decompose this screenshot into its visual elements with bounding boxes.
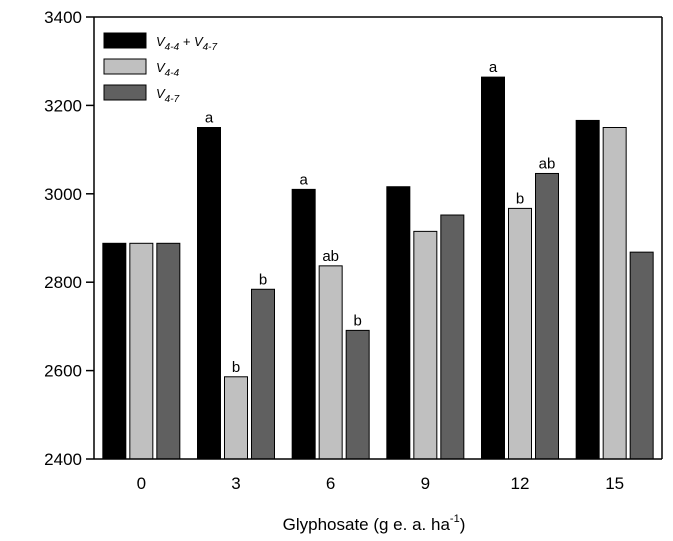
y-tick-label: 3200 — [44, 96, 82, 115]
x-tick-label: 6 — [326, 474, 335, 493]
x-axis-title: Glyphosate (g e. a. ha-1) — [283, 513, 466, 534]
y-tick-label: 3000 — [44, 185, 82, 204]
bar-series-2-cat-5 — [629, 251, 654, 460]
bar-series-0-cat-4 — [481, 76, 505, 460]
bar-series-0-cat-1 — [197, 127, 221, 460]
bar-series-2-cat-3 — [440, 214, 465, 460]
legend-label-0: V4-4 + V4-7 — [156, 34, 218, 53]
bar-series-1-cat-1 — [224, 376, 248, 460]
x-tick-label: 0 — [137, 474, 146, 493]
bar-series-1-cat-2 — [318, 265, 343, 460]
bar-series-1-cat-4 — [508, 207, 532, 460]
significance-label: b — [259, 271, 267, 288]
bar-series-1-cat-3 — [413, 230, 438, 460]
bar-series-1-cat-5 — [602, 127, 627, 460]
significance-label: a — [205, 110, 214, 127]
y-tick-label: 2600 — [44, 362, 82, 381]
bar-series-2-cat-2 — [345, 329, 370, 460]
legend-swatch-0 — [103, 32, 147, 49]
legend-swatch-1 — [103, 58, 147, 75]
x-tick-label: 9 — [421, 474, 430, 493]
significance-label: b — [353, 312, 361, 329]
significance-label: b — [232, 359, 240, 376]
bar-series-2-cat-4 — [535, 172, 559, 460]
bar-series-0-cat-0 — [102, 242, 127, 460]
x-tick-label: 15 — [605, 474, 624, 493]
legend-label-2: V4-7 — [156, 86, 180, 105]
bar-series-0-cat-2 — [291, 188, 316, 460]
y-tick-label: 3400 — [44, 8, 82, 27]
bar-series-0-cat-5 — [575, 119, 600, 460]
significance-label: a — [489, 59, 498, 76]
x-tick-label: 12 — [511, 474, 530, 493]
significance-label: b — [516, 190, 524, 207]
y-tick-label: 2800 — [44, 273, 82, 292]
significance-label: ab — [322, 248, 339, 265]
significance-label: a — [299, 171, 308, 188]
x-tick-label: 3 — [231, 474, 240, 493]
y-tick-label: 2400 — [44, 450, 82, 469]
bar-series-2-cat-0 — [156, 242, 181, 460]
bar-series-0-cat-3 — [386, 186, 411, 460]
legend-swatch-2 — [103, 84, 147, 101]
significance-label: ab — [539, 155, 556, 172]
bar-series-1-cat-0 — [129, 242, 154, 460]
legend-label-1: V4-4 — [156, 60, 180, 79]
bar-series-2-cat-1 — [251, 288, 275, 460]
